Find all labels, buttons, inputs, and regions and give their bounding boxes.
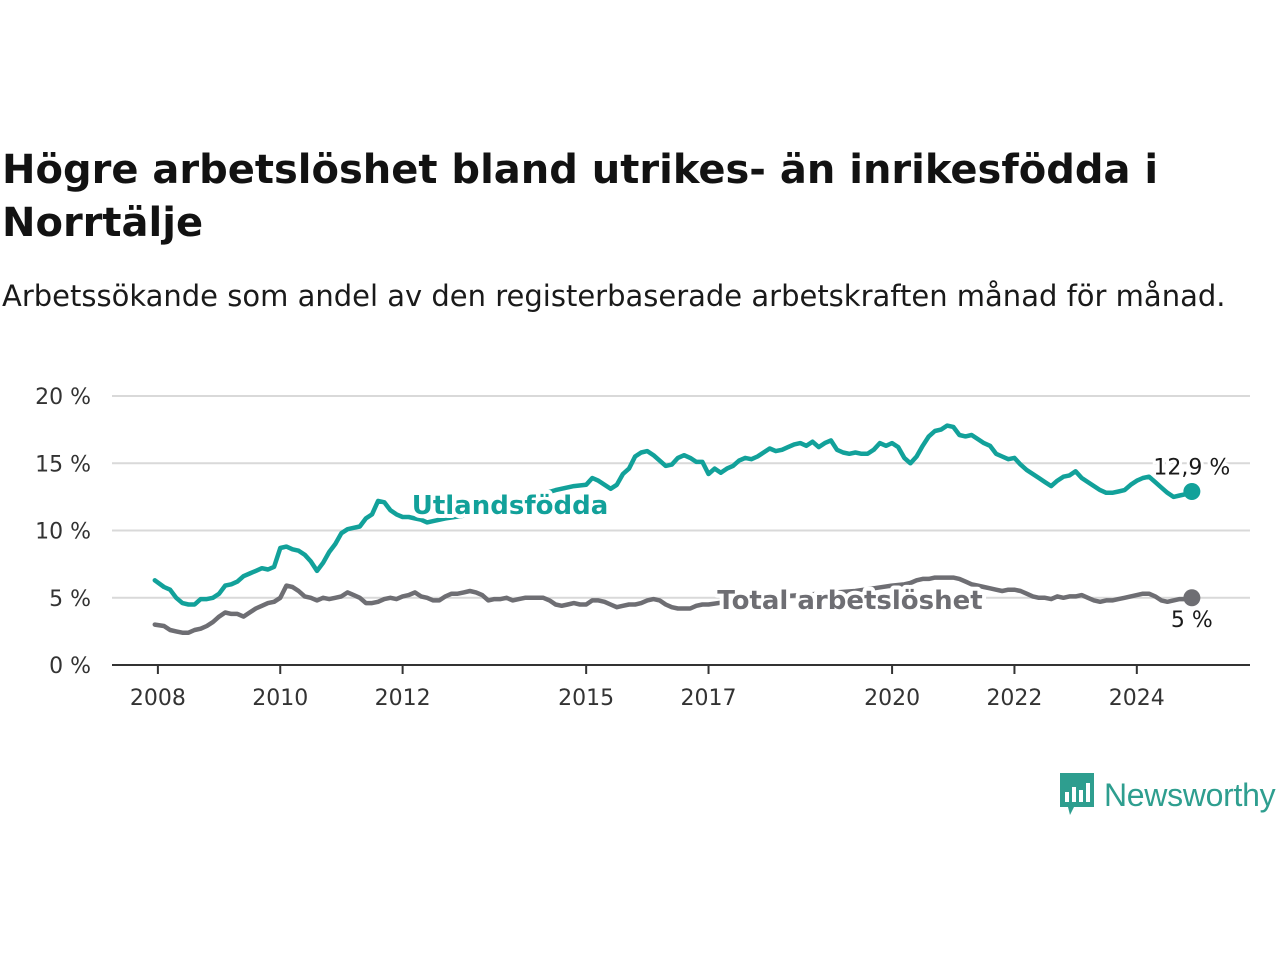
y-tick-label: 0 % (49, 654, 91, 679)
chart-title: Högre arbetslöshet bland utrikes- än inr… (2, 147, 1159, 246)
x-tick-label: 2020 (864, 686, 920, 711)
series-line-utlandsfodda (152, 423, 1195, 607)
endpoint-total (1183, 589, 1201, 607)
brand-name: Newsworthy (1104, 776, 1276, 813)
x-tick-label: 2012 (375, 686, 431, 711)
x-tick-label: 2022 (986, 686, 1042, 711)
end-value-label-total: 5 % (1171, 608, 1213, 633)
chart-subtitle: Arbetssökande som andel av den registerb… (2, 279, 1226, 313)
x-tick-label: 2024 (1109, 686, 1165, 711)
y-tick-label: 10 % (35, 520, 91, 545)
x-tick-label: 2010 (252, 686, 308, 711)
newsworthy-logo: Newsworthy (1058, 773, 1276, 817)
end-value-label-utlandsfodda: 12,9 % (1153, 455, 1230, 480)
series-label-utlandsfodda: Utlandsfödda (412, 491, 609, 521)
series-label-total: Total arbetslöshet (717, 586, 982, 616)
y-tick-label: 5 % (49, 587, 91, 612)
x-tick-label: 2008 (130, 686, 186, 711)
y-tick-label: 15 % (35, 452, 91, 477)
series-line-total (152, 575, 1195, 635)
y-tick-label: 20 % (35, 385, 91, 410)
x-tick-label: 2015 (558, 686, 614, 711)
x-tick-label: 2017 (681, 686, 737, 711)
newsworthy-chart-icon (1060, 773, 1094, 815)
endpoint-utlandsfodda (1183, 482, 1201, 500)
